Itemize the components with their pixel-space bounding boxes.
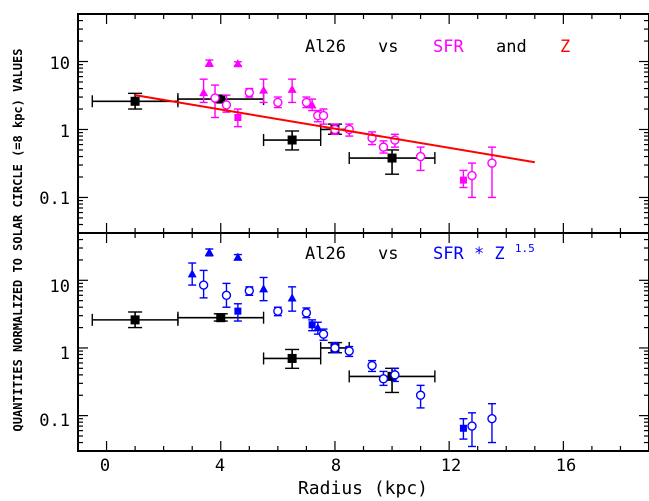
bottom-panel-title: Al26 vs SFR * Z 1.5 [305,242,535,264]
bottom-sfr-point-19-marker [415,390,426,400]
top-sfr-point-20-marker [459,176,467,184]
bottom-sfr-point-14-marker [330,343,340,353]
bottom-title-sfrz: SFR * Z [433,244,505,264]
top-title-vs: vs [378,37,398,57]
bottom-sfr-point-3-marker [221,290,232,301]
top-sfr-point-13-marker [318,110,329,121]
top-sfr-point-6-marker [244,87,255,98]
top-panel-data [91,58,535,199]
top-sfr-point-19-marker [415,151,426,162]
bottom-panel-data [91,247,497,448]
top-sfr-point-22-marker [487,158,497,168]
top-al26-point-2-marker [287,135,297,145]
bottom-ytick-label-10: 10 [50,277,70,297]
top-al26-point-0-marker [130,96,140,106]
x-axis-label: Radius (kpc) [298,478,428,499]
top-title-sfr: SFR [433,37,464,57]
top-title-al26: Al26 [305,37,346,57]
top-panel-title: Al26 vs SFR and Z [305,37,570,57]
top-sfr-point-10-marker [301,97,312,108]
top-sfr-point-3-marker [221,100,232,110]
xtick-label-12: 12 [441,456,461,476]
bottom-sfr-point-5-marker [234,307,242,315]
xtick-label-4: 4 [215,456,225,476]
top-z-trend-line [134,94,535,164]
bottom-sfr-point-18-marker [390,370,400,380]
bottom-sfr-point-13-marker [318,329,329,339]
xtick-label-8: 8 [331,456,341,476]
top-ytick-label-1: 1 [60,122,70,142]
bottom-sfr-point-15-marker [344,346,354,356]
bottom-sfr-point-8-marker [273,306,283,316]
bottom-sfr-point-4-marker [233,252,243,261]
bottom-sfr-point-1-marker [198,280,209,290]
bottom-ytick-label-1: 1 [60,344,70,364]
top-sfr-point-1-marker [204,58,214,67]
bottom-sfr-point-11-marker [308,321,316,329]
top-sfr-point-9-marker [287,84,297,93]
bottom-panel-axes [78,232,649,452]
bottom-title-al26: Al26 [305,244,346,264]
bottom-panel-frame [77,232,649,452]
bottom-al26-point-0-marker [130,315,140,325]
xtick-label-0: 0 [100,456,110,476]
bottom-sfr-point-16-marker [367,360,377,371]
top-ytick-label-10: 10 [50,54,70,74]
top-sfr-point-0-marker [199,88,209,97]
bottom-sfr-point-17-marker [378,374,389,384]
top-sfr-point-2-marker [210,93,220,103]
bottom-sfr-point-7-marker [259,284,269,293]
top-sfr-point-11-marker [307,100,317,109]
top-sfr-point-5-marker [234,114,242,122]
bottom-sfr-point-22-marker [487,414,497,424]
bottom-al26-point-2-marker [287,353,297,363]
top-title-and: and [496,37,527,57]
bottom-sfr-point-2-marker [204,247,214,256]
bottom-sfr-point-9-marker [287,293,297,302]
bottom-ytick-label-0.1: 0.1 [39,411,70,431]
top-title-z: Z [560,37,570,57]
bottom-sfr-point-20-marker [459,424,467,432]
y-axis-label: QUANTITIES NORMALIZED TO SOLAR CIRCLE (=… [11,49,25,432]
xtick-label-16: 16 [556,456,576,476]
top-panel-axes [78,13,649,234]
top-ytick-label-0.1: 0.1 [39,189,70,209]
bottom-sfr-point-10-marker [301,308,312,318]
top-sfr-point-7-marker [259,85,269,94]
bottom-sfr-point-6-marker [244,286,255,296]
bottom-title-exponent: 1.5 [515,242,535,255]
bottom-sfr-point-0-marker [187,269,197,278]
top-al26-point-4-marker [387,153,397,163]
bottom-al26-point-1-marker [216,313,226,323]
top-sfr-point-17-marker [378,142,389,152]
bottom-title-vs: vs [378,244,398,264]
top-sfr-point-21-marker [467,170,477,181]
top-sfr-point-8-marker [273,97,283,108]
top-al26-point-1-marker [216,94,226,104]
top-sfr-point-4-marker [233,59,243,68]
bottom-sfr-point-21-marker [467,421,477,431]
